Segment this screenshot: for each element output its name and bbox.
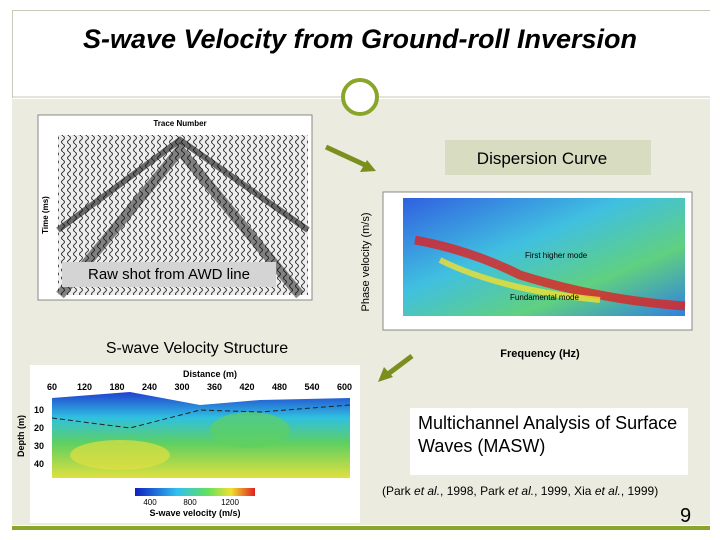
velocity-y-ticks: 10 20 30 40	[34, 405, 44, 469]
mode-annotation: Fundamental mode	[510, 293, 579, 302]
x-tick-label: 180	[109, 382, 124, 392]
velocity-heading: S-wave Velocity Structure	[106, 340, 288, 357]
velocity-boundary	[51, 404, 351, 429]
heading-box	[445, 140, 651, 175]
mode-annotation: First higher mode	[525, 251, 588, 260]
method-text: Multichannel Analysis of Surface Waves (…	[418, 413, 678, 456]
caption-box	[62, 262, 276, 287]
seismic-caption: Raw shot from AWD line	[88, 266, 250, 283]
seismic-event	[56, 142, 304, 299]
dispersion-energy	[438, 257, 601, 303]
citation: (Park et al., 1998, Park et al., 1999, X…	[382, 484, 658, 498]
x-tick-label: 240	[142, 382, 157, 392]
seismic-event	[56, 136, 310, 233]
citation-part: et al.	[414, 484, 441, 498]
velocity-anomaly	[70, 440, 170, 470]
citation-part: et al.	[594, 484, 621, 498]
y-tick-label: 30	[34, 441, 44, 451]
dispersion-map	[403, 198, 685, 316]
colorbar-label: S-wave velocity (m/s)	[149, 508, 240, 518]
arrow	[378, 354, 414, 382]
seismic-header: Trace Number	[153, 119, 206, 128]
dispersion-energy	[414, 235, 686, 311]
y-tick-label: 10	[34, 405, 44, 415]
seismic-y-label: Time (ms)	[41, 196, 50, 234]
velocity-x-ticks: 60 120 180 240 300 360 420 480 540 600	[47, 382, 352, 392]
page-number: 9	[680, 505, 692, 527]
frame-line	[12, 10, 13, 98]
dispersion-x-label: Frequency (Hz)	[500, 348, 580, 360]
x-tick-label: 480	[272, 382, 287, 392]
velocity-x-label: Distance (m)	[183, 369, 237, 379]
colorbar-tick-label: 1200	[221, 498, 239, 507]
citation-part: (Park	[382, 484, 415, 498]
citation-part: et al.	[508, 484, 535, 498]
x-tick-label: 420	[239, 382, 254, 392]
slide-title: S-wave Velocity from Ground-roll Inversi…	[82, 24, 638, 54]
colorbar-tick-label: 400	[143, 498, 157, 507]
citation-part: , 1999, Xia	[534, 484, 595, 498]
colorbar-tick-label: 800	[183, 498, 197, 507]
velocity-anomaly	[210, 412, 290, 448]
x-tick-label: 60	[47, 382, 57, 392]
footer-band	[12, 526, 710, 530]
x-tick-label: 360	[207, 382, 222, 392]
arrow	[324, 144, 376, 172]
x-tick-label: 540	[304, 382, 319, 392]
colorbar-ticks: 400 800 1200	[143, 498, 239, 507]
x-tick-label: 120	[77, 382, 92, 392]
x-tick-label: 600	[337, 382, 352, 392]
y-tick-label: 20	[34, 423, 44, 433]
method-box: Multichannel Analysis of Surface Waves (…	[410, 408, 688, 475]
y-tick-label: 40	[34, 459, 44, 469]
dispersion-heading: Dispersion Curve	[477, 149, 607, 168]
colorbar	[135, 488, 255, 496]
dispersion-y-label: Phase velocity (m/s)	[360, 212, 372, 311]
citation-part: , 1998, Park	[440, 484, 509, 498]
velocity-y-label: Depth (m)	[16, 415, 26, 457]
frame-line	[12, 10, 710, 11]
citation-part: , 1999)	[620, 484, 659, 498]
x-tick-label: 300	[174, 382, 189, 392]
divider-circle	[341, 78, 379, 116]
